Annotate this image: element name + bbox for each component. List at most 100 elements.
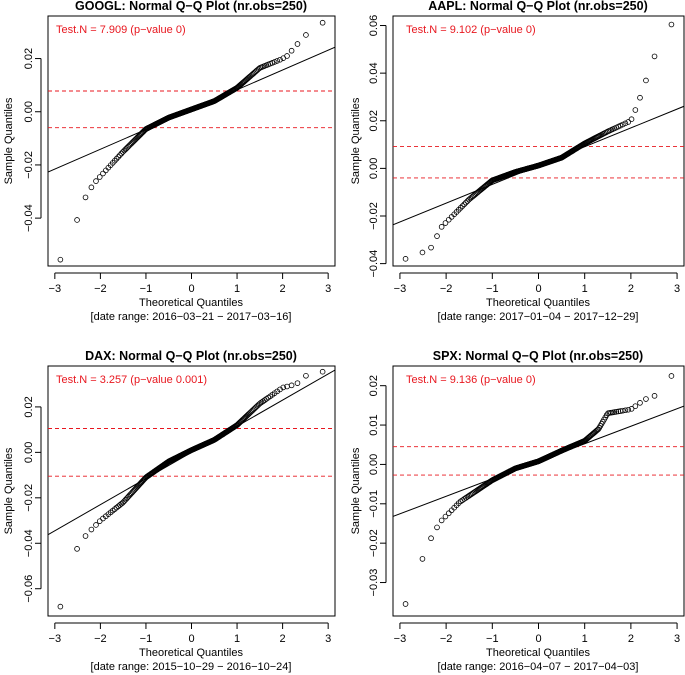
x-tick-label: −2 [94, 633, 107, 645]
x-tick-label: −2 [94, 283, 107, 295]
plot-marks [393, 21, 684, 262]
qq-point [303, 32, 309, 38]
x-tick-label: 0 [535, 633, 541, 645]
x-tick-label: −1 [486, 283, 499, 295]
plot-marks [48, 19, 335, 263]
x-tick-label: 3 [674, 633, 680, 645]
y-axis-label: Sample Quantiles [3, 447, 15, 534]
qq-point [461, 201, 468, 208]
qq-point [74, 546, 80, 552]
x-tick-label: 0 [188, 633, 194, 645]
qq-point [271, 59, 278, 65]
qq-point [445, 510, 452, 517]
qq-point [625, 119, 632, 125]
qq-point [668, 373, 675, 379]
y-tick-label: 0.02 [23, 48, 35, 69]
qq-point [613, 408, 620, 415]
y-tick-label: −0.02 [23, 484, 35, 512]
x-tick-label: 3 [674, 283, 680, 295]
chart-title: AAPL: Normal Q−Q Plot (nr.obs=250) [428, 0, 648, 13]
x-tick-label: 2 [280, 633, 286, 645]
y-tick-label: −0.06 [23, 575, 35, 603]
x-tick-label: 1 [234, 283, 240, 295]
x-axis-label: Theoretical Quantiles [139, 647, 243, 659]
axis-ticks: −3 −2 −1 0 1 2 3 −0.03 −0.02 −0.01 0.00 0.01 0.02 [368, 375, 680, 645]
qq-point [303, 372, 309, 379]
date-range-label: [date range: 2015−10−29 − 2016−10−24] [91, 661, 292, 673]
plot-marks [48, 368, 335, 610]
qq-point [121, 498, 128, 504]
y-axis-label: Sample Quantiles [350, 97, 362, 184]
qq-point [402, 256, 409, 262]
qq-point [464, 494, 471, 500]
qq-point [118, 150, 125, 157]
plot-marks [393, 373, 684, 607]
qq-point [434, 233, 440, 239]
qq-point [428, 244, 434, 251]
y-tick-label: −0.02 [23, 151, 35, 179]
qq-point [319, 19, 326, 26]
y-tick-label: 0.04 [368, 62, 380, 83]
chart-title: DAX: Normal Q−Q Plot (nr.obs=250) [85, 349, 297, 363]
qq-point [651, 53, 658, 60]
test-statistic-label: Test.N = 3.257 (p−value 0.001) [56, 374, 207, 386]
x-tick-label: −2 [440, 283, 453, 295]
x-axis-label: Theoretical Quantiles [486, 297, 590, 309]
qq-point [74, 217, 80, 223]
y-tick-label: 0.01 [368, 414, 380, 435]
qq-point [82, 533, 89, 539]
qq-point [93, 178, 99, 184]
qq-point [294, 380, 301, 386]
qq-point [438, 517, 445, 524]
x-tick-label: 0 [188, 283, 194, 295]
y-tick-label: 0.02 [368, 375, 380, 396]
y-tick-label: 0.00 [23, 101, 35, 122]
qq-point [619, 121, 626, 128]
qq-point [668, 21, 675, 28]
qq-point [96, 174, 103, 180]
y-tick-label: −0.02 [368, 529, 380, 557]
y-tick-label: 0.02 [368, 110, 380, 131]
y-tick-label: −0.04 [23, 204, 35, 232]
x-tick-label: −3 [394, 283, 407, 295]
date-range-label: [date range: 2016−03−21 − 2017−03−16] [91, 311, 292, 323]
qq-point [643, 77, 649, 84]
y-tick-label: 0.00 [23, 442, 35, 463]
qq-point [255, 66, 262, 72]
chart-title: SPX: Normal Q−Q Plot (nr.obs=250) [433, 349, 643, 363]
x-tick-label: −1 [140, 633, 153, 645]
axis-ticks: −3 −2 −1 0 1 2 3 −0.04 −0.02 0.00 0.02 0.04 0.06 [368, 15, 680, 295]
qq-point [628, 406, 635, 412]
x-tick-label: −3 [49, 633, 62, 645]
x-tick-label: −2 [440, 633, 453, 645]
qq-point [622, 120, 629, 127]
qq-point [457, 205, 464, 211]
qq-point [115, 154, 122, 160]
qq-point [459, 203, 466, 209]
qq-point [294, 41, 301, 47]
y-tick-label: −0.03 [368, 569, 380, 597]
qq-point [622, 407, 629, 414]
qq-point [445, 216, 452, 223]
chart-title: GOOGL: Normal Q−Q Plot (nr.obs=250) [75, 0, 307, 13]
qq-point [419, 556, 426, 562]
qq-point [438, 224, 445, 230]
y-tick-label: 0.00 [368, 158, 380, 179]
qq-point [434, 524, 440, 531]
qq-point [442, 513, 449, 520]
qq-point [637, 400, 643, 406]
qq-point [625, 406, 632, 413]
test-statistic-label: Test.N = 7.909 (p−value 0) [56, 24, 186, 36]
plot-frame [47, 15, 336, 267]
panel-dax: DAX: Normal Q−Q Plot (nr.obs=250) Test.N… [3, 349, 336, 673]
x-axis-label: Theoretical Quantiles [139, 297, 243, 309]
qq-point [619, 407, 626, 414]
qq-point [117, 152, 123, 158]
x-tick-label: 2 [628, 633, 634, 645]
qq-point [419, 249, 426, 256]
date-range-label: [date range: 2016−04−07 − 2017−04−03] [438, 661, 639, 673]
qq-point [88, 184, 95, 191]
qq-point [463, 199, 469, 206]
qq-point [637, 94, 643, 101]
